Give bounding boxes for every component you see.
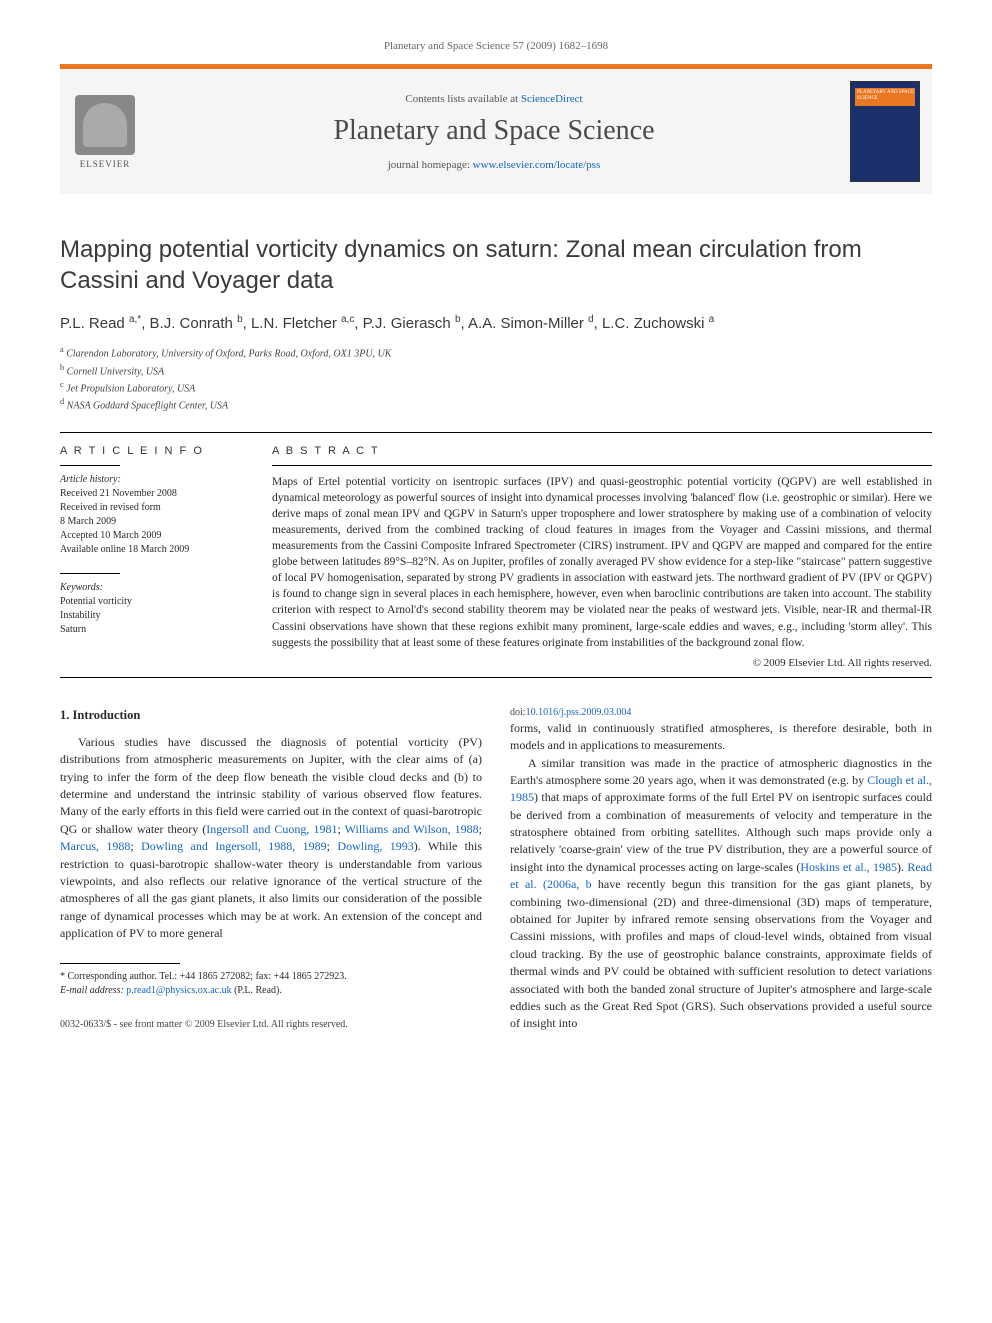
history-item: Received 21 November 2008	[60, 487, 240, 501]
affiliation: d NASA Goddard Spaceflight Center, USA	[60, 396, 932, 413]
para-2: forms, valid in continuously stratified …	[510, 720, 932, 755]
affiliations: a Clarendon Laboratory, University of Ox…	[60, 344, 932, 413]
elsevier-logo: ELSEVIER	[60, 69, 150, 194]
corresponding-email-link[interactable]: p.read1@physics.ox.ac.uk	[126, 985, 231, 996]
divider-top	[60, 432, 932, 433]
corresponding-author-footnote: * Corresponding author. Tel.: +44 1865 2…	[60, 970, 482, 998]
article-info: A R T I C L E I N F O Article history: R…	[60, 445, 240, 669]
footnote-rule	[60, 963, 180, 964]
divider-bottom	[60, 677, 932, 678]
body-columns: 1. Introduction Various studies have dis…	[60, 706, 932, 1033]
history-item: Received in revised form	[60, 501, 240, 515]
cite-dowling-1993: Dowling, 1993	[337, 839, 413, 853]
doi-label: doi:	[510, 707, 526, 718]
cite-marcus-1988: Marcus, 1988	[60, 839, 130, 853]
cite-williams-wilson-1988: Williams and Wilson, 1988	[345, 822, 479, 836]
keywords-rule	[60, 573, 120, 574]
issn-line: 0032-0633/$ - see front matter © 2009 El…	[60, 1018, 482, 1032]
history-label: Article history:	[60, 474, 240, 485]
journal-cover-thumb: PLANETARY AND SPACE SCIENCE	[850, 81, 920, 182]
history-item: Available online 18 March 2009	[60, 543, 240, 557]
section-number: 1.	[60, 708, 69, 722]
journal-homepage-link[interactable]: www.elsevier.com/locate/pss	[473, 159, 601, 171]
keyword-item: Potential vorticity	[60, 595, 240, 609]
elsevier-tree-icon	[75, 95, 135, 155]
contents-prefix: Contents lists available at	[405, 93, 520, 105]
article-info-head: A R T I C L E I N F O	[60, 445, 240, 457]
cite-ingersoll-cuong-1981: Ingersoll and Cuong, 1981	[206, 822, 337, 836]
elsevier-label: ELSEVIER	[80, 159, 131, 169]
para-1: Various studies have discussed the diagn…	[60, 734, 482, 943]
cover-text: PLANETARY AND SPACE SCIENCE	[857, 90, 919, 101]
header-center: Contents lists available at ScienceDirec…	[150, 69, 838, 194]
authors-line: P.L. Read a,*, B.J. Conrath b, L.N. Flet…	[60, 314, 932, 332]
abstract-column: A B S T R A C T Maps of Ertel potential …	[272, 445, 932, 669]
keyword-item: Instability	[60, 609, 240, 623]
footnote-text: Corresponding author. Tel.: +44 1865 272…	[65, 971, 347, 982]
journal-header: ELSEVIER Contents lists available at Sci…	[60, 64, 932, 194]
article-title: Mapping potential vorticity dynamics on …	[60, 234, 932, 296]
keywords-label: Keywords:	[60, 582, 240, 593]
affiliation: a Clarendon Laboratory, University of Ox…	[60, 344, 932, 361]
section-1-head: 1. Introduction	[60, 706, 482, 724]
para-3: A similar transition was made in the pra…	[510, 755, 932, 1033]
running-head: Planetary and Space Science 57 (2009) 16…	[60, 40, 932, 52]
abstract-text: Maps of Ertel potential vorticity on ise…	[272, 474, 932, 651]
cite-dowling-ingersoll: Dowling and Ingersoll, 1988, 1989	[141, 839, 327, 853]
journal-name: Planetary and Space Science	[160, 115, 828, 147]
section-title: Introduction	[73, 708, 141, 722]
contents-available-line: Contents lists available at ScienceDirec…	[160, 93, 828, 105]
cite-hoskins-1985: Hoskins et al., 1985	[800, 860, 897, 874]
abstract-rule	[272, 465, 932, 466]
doi-link[interactable]: 10.1016/j.pss.2009.03.004	[526, 707, 632, 718]
affiliation: c Jet Propulsion Laboratory, USA	[60, 379, 932, 396]
email-label: E-mail address:	[60, 985, 124, 996]
sciencedirect-link[interactable]: ScienceDirect	[521, 93, 583, 105]
info-rule	[60, 465, 120, 466]
abstract-head: A B S T R A C T	[272, 445, 932, 457]
affiliation: b Cornell University, USA	[60, 362, 932, 379]
email-who: (P.L. Read).	[234, 985, 282, 996]
keyword-item: Saturn	[60, 623, 240, 637]
homepage-line: journal homepage: www.elsevier.com/locat…	[160, 159, 828, 171]
abstract-copyright: © 2009 Elsevier Ltd. All rights reserved…	[272, 657, 932, 669]
history-item: Accepted 10 March 2009	[60, 529, 240, 543]
homepage-prefix: journal homepage:	[388, 159, 473, 171]
history-item: 8 March 2009	[60, 515, 240, 529]
